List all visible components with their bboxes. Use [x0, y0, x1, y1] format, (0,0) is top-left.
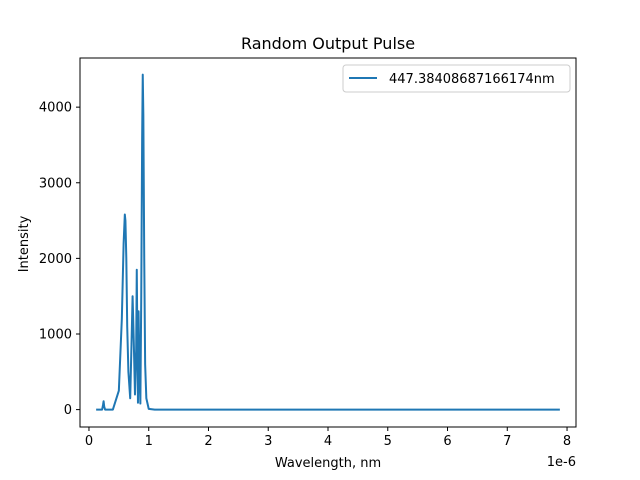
x-tick-label: 3 — [264, 434, 272, 449]
x-tick-label: 8 — [563, 434, 571, 449]
y-tick-label: 4000 — [39, 101, 72, 116]
legend-label: 447.38408687166174nm — [389, 72, 555, 87]
y-tick-label: 3000 — [39, 176, 72, 191]
x-axis-label: Wavelength, nm — [275, 456, 381, 471]
x-tick-label: 1 — [145, 434, 153, 449]
y-axis: 0 1000 2000 3000 4000 — [39, 101, 80, 418]
y-tick-label: 2000 — [39, 252, 72, 267]
y-axis-label: Intensity — [17, 215, 32, 272]
x-tick-label: 7 — [503, 434, 511, 449]
plot-area — [79, 57, 577, 428]
x-tick-label: 0 — [85, 434, 93, 449]
x-tick-label: 2 — [204, 434, 212, 449]
plot-frame — [79, 57, 577, 428]
x-tick-label: 4 — [324, 434, 332, 449]
y-tick-label: 1000 — [39, 327, 72, 342]
x-tick-label: 5 — [384, 434, 392, 449]
chart-title: Random Output Pulse — [241, 34, 415, 53]
legend-box — [342, 64, 571, 93]
x-axis: 0 1 2 3 4 5 6 7 8 — [85, 427, 571, 449]
legend: 447.38408687166174nm — [342, 64, 571, 93]
y-tick-label: 0 — [64, 403, 72, 418]
x-axis-offset-text: 1e-6 — [547, 455, 576, 470]
series-line — [96, 73, 560, 411]
x-tick-label: 6 — [443, 434, 451, 449]
